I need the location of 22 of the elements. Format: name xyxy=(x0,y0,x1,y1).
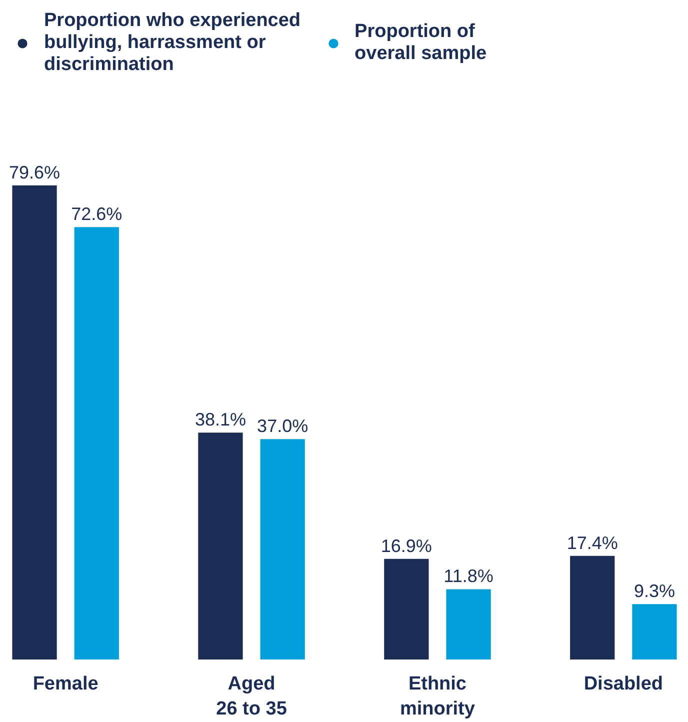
bar xyxy=(446,589,491,660)
data-label: 11.8% xyxy=(444,566,494,586)
x-tick-label: Aged 26 to 35 xyxy=(216,674,288,720)
bar xyxy=(12,185,57,660)
legend-label: Proportion of overall sample xyxy=(354,21,487,65)
bar xyxy=(384,558,429,660)
data-label: 17.4% xyxy=(566,532,618,553)
data-label: 72.6% xyxy=(71,204,122,224)
bar xyxy=(632,604,677,660)
legend-label: Proportion who experienced bullying, harrassment or discrimination xyxy=(44,10,301,76)
data-label: 37.0% xyxy=(257,416,308,436)
bar xyxy=(570,556,615,660)
x-tick-label: Disabled xyxy=(584,674,664,694)
data-label: 16.9% xyxy=(380,536,432,556)
data-label: 38.1% xyxy=(194,410,246,430)
bar xyxy=(198,432,243,660)
bar xyxy=(74,227,119,660)
x-tick-label: Ethnic minority xyxy=(400,674,476,720)
data-label: 9.3% xyxy=(634,581,675,602)
x-tick-label: Female xyxy=(32,674,98,694)
bar xyxy=(260,439,305,660)
data-label: 79.6% xyxy=(9,162,60,182)
